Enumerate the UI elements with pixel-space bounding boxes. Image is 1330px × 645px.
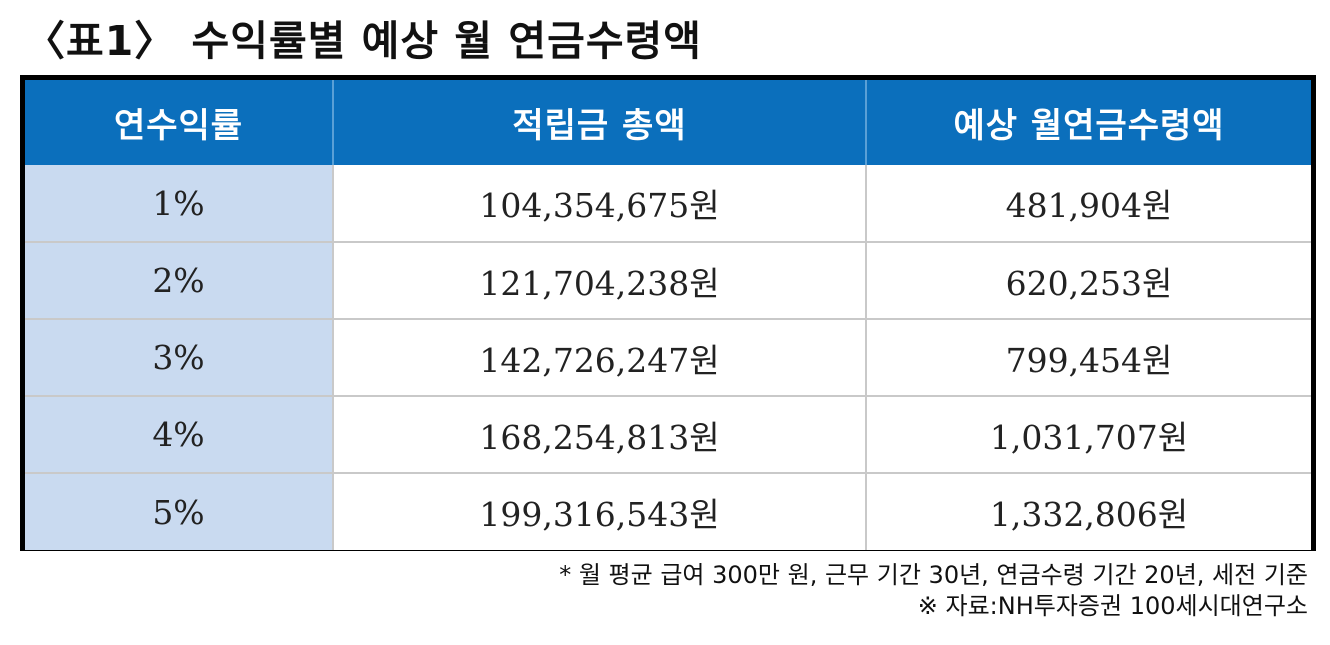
- table-row: 4% 168,254,813원 1,031,707원: [25, 395, 1311, 473]
- footnotes: * 월 평균 급여 300만 원, 근무 기간 30년, 연금수령 기간 20년…: [559, 560, 1308, 622]
- assumption-note: * 월 평균 급여 300만 원, 근무 기간 30년, 연금수령 기간 20년…: [559, 561, 1308, 589]
- monthly-cell: 481,904원: [865, 165, 1311, 242]
- pension-table: 연수익률 적립금 총액 예상 월연금수령액 1% 104,354,675원 48…: [20, 75, 1316, 551]
- rate-cell: 5%: [25, 472, 333, 550]
- total-cell: 142,726,247원: [332, 318, 866, 396]
- table-row: 1% 104,354,675원 481,904원: [25, 165, 1311, 242]
- total-cell: 121,704,238원: [332, 241, 866, 319]
- rate-cell: 3%: [25, 318, 333, 396]
- total-cell: 168,254,813원: [332, 395, 866, 473]
- table-row: 2% 121,704,238원 620,253원: [25, 241, 1311, 319]
- rate-cell: 1%: [25, 165, 333, 242]
- page-title: 〈표1〉 수익률별 예상 월 연금수령액: [24, 17, 702, 65]
- total-cell: 104,354,675원: [332, 165, 866, 242]
- total-cell: 199,316,543원: [332, 472, 866, 550]
- table-header-row: 연수익률 적립금 총액 예상 월연금수령액: [25, 80, 1311, 165]
- monthly-cell: 620,253원: [865, 241, 1311, 319]
- monthly-cell: 1,031,707원: [865, 395, 1311, 473]
- header-annual-return: 연수익률: [25, 80, 333, 165]
- source-note: ※ 자료:NH투자증권 100세시대연구소: [917, 592, 1308, 620]
- monthly-cell: 1,332,806원: [865, 472, 1311, 550]
- table-row: 5% 199,316,543원 1,332,806원: [25, 472, 1311, 550]
- monthly-cell: 799,454원: [865, 318, 1311, 396]
- header-monthly-pension: 예상 월연금수령액: [865, 80, 1311, 165]
- table-row: 3% 142,726,247원 799,454원: [25, 318, 1311, 396]
- rate-cell: 4%: [25, 395, 333, 473]
- rate-cell: 2%: [25, 241, 333, 319]
- header-total-savings: 적립금 총액: [332, 80, 866, 165]
- data-table: 연수익률 적립금 총액 예상 월연금수령액 1% 104,354,675원 48…: [25, 80, 1311, 550]
